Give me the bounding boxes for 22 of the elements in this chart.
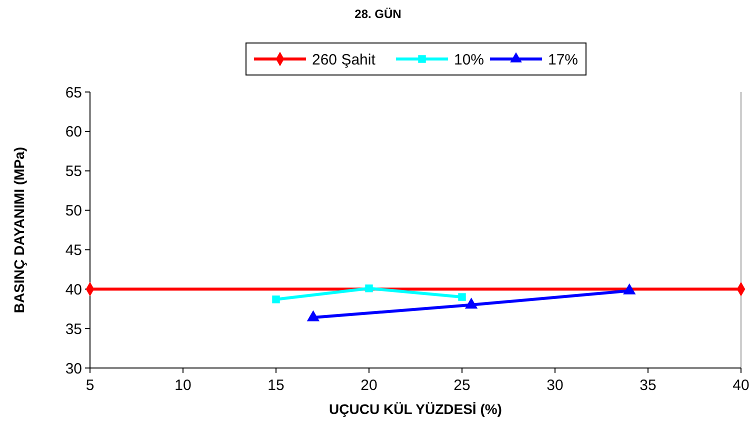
y-tick-label: 45 [65, 242, 82, 259]
x-tick-label: 15 [268, 377, 284, 394]
x-tick-label: 25 [454, 377, 470, 394]
x-tick-label: 30 [546, 377, 564, 394]
y-tick-label: 30 [65, 360, 82, 378]
y-tick-label: 35 [65, 320, 82, 338]
x-tick-label: 10 [174, 377, 192, 394]
chart-title: 28. GÜN [354, 7, 402, 21]
legend-label: 260 Şahit [312, 51, 376, 68]
x-axis-title: UÇUCU KÜL YÜZDESİ (%) [329, 401, 502, 417]
x-tick-label: 5 [86, 377, 94, 394]
x-tick-label: 20 [360, 377, 378, 394]
y-tick-label: 55 [65, 163, 82, 180]
y-tick-label: 65 [65, 84, 82, 102]
y-tick-label: 50 [65, 202, 82, 220]
y-axis-title: BASINÇ DAYANIMI (MPa) [11, 146, 27, 314]
x-tick-label: 35 [640, 377, 656, 394]
legend-label: 17% [548, 51, 578, 68]
legend-label: 10% [454, 51, 484, 68]
x-tick-label: 40 [732, 377, 750, 394]
y-tick-label: 60 [65, 124, 82, 141]
y-tick-label: 40 [65, 281, 82, 298]
